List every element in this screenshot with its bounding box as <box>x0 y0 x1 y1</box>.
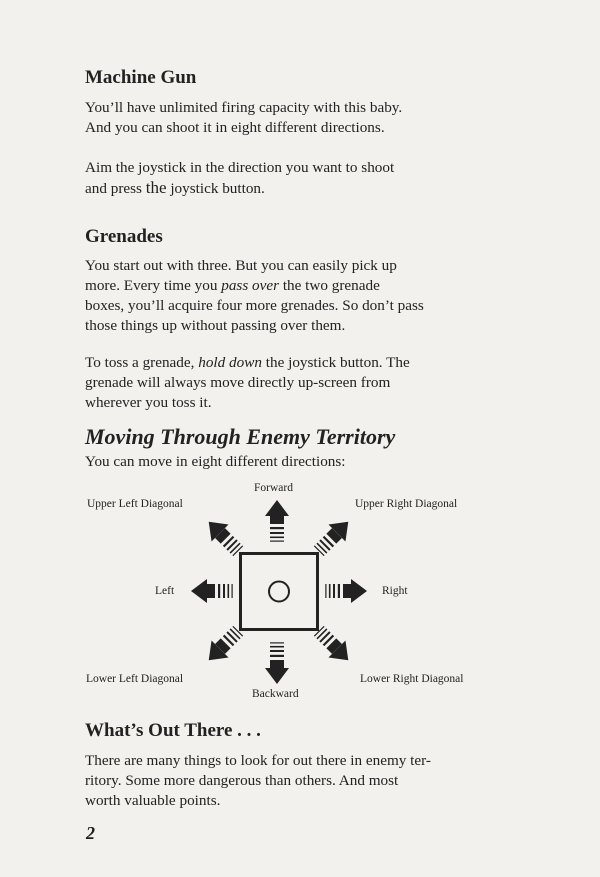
backward-label: Backward <box>252 688 299 700</box>
text-fragment: more. Every time you <box>85 277 222 294</box>
text-line: worth valuable points. <box>85 792 221 809</box>
upper-right-label: Upper Right Diagonal <box>355 498 458 510</box>
text-line: You start out with three. But you can ea… <box>85 257 397 274</box>
text-fragment: To toss a grenade, <box>85 354 199 371</box>
text-line: wherever you toss it. <box>85 394 212 411</box>
moving-heading: Moving Through Enemy Territory <box>85 424 396 449</box>
moving-intro: You can move in eight different directio… <box>85 453 346 470</box>
right-label: Right <box>382 585 408 597</box>
text-fragment: and press <box>85 180 146 197</box>
text-line: And you can shoot it in eight different … <box>85 119 385 136</box>
grenades-paragraph-1: You start out with three. But you can ea… <box>85 256 424 336</box>
text-line: ritory. Some more dangerous than others.… <box>85 772 399 789</box>
emphasis-text: pass over <box>221 277 280 294</box>
text-fragment: the joystick button. The <box>261 354 410 371</box>
forward-arrow-icon <box>265 500 289 542</box>
upper-left-label: Upper Left Diagonal <box>87 498 183 510</box>
text-line: and press the joystick button. <box>85 178 394 199</box>
machine-gun-heading: Machine Gun <box>85 67 197 88</box>
lower-left-label: Lower Left Diagonal <box>86 673 184 685</box>
page-number: 2 <box>86 823 95 843</box>
text-fragment: the two grenade <box>279 277 380 294</box>
text-fragment: the <box>145 178 167 197</box>
left-label: Left <box>155 585 175 597</box>
machine-gun-paragraph-2: Aim the joystick in the direction you wa… <box>85 158 394 199</box>
text-fragment: joystick button. <box>166 180 265 197</box>
left-arrow-icon <box>191 579 233 603</box>
text-line: Aim the joystick in the direction you wa… <box>85 159 395 176</box>
direction-diagram-graphic <box>191 500 367 684</box>
direction-diagram: Forward Upper Left Diagonal Upper Right … <box>0 470 600 710</box>
grenades-heading: Grenades <box>85 226 163 247</box>
text-line: those things up without passing over the… <box>85 317 346 334</box>
text-line: To toss a grenade, hold down the joystic… <box>85 353 410 373</box>
backward-arrow-icon <box>265 642 289 684</box>
center-square <box>239 552 319 631</box>
center-circle-icon <box>268 580 290 603</box>
whats-out-there-paragraph: There are many things to look for out th… <box>85 751 431 811</box>
machine-gun-paragraph-1: You’ll have unlimited firing capacity wi… <box>85 98 402 138</box>
text-line: boxes, you’ll acquire four more grenades… <box>85 297 424 314</box>
whats-out-there-heading: What’s Out There . . . <box>85 720 261 741</box>
text-line: more. Every time you pass over the two g… <box>85 276 424 296</box>
grenades-paragraph-2: To toss a grenade, hold down the joystic… <box>85 353 410 413</box>
text-line: grenade will always move directly up-scr… <box>85 374 391 391</box>
text-line: There are many things to look for out th… <box>85 752 431 769</box>
forward-label: Forward <box>254 482 293 494</box>
emphasis-text: hold down <box>198 354 262 371</box>
text-line: You’ll have unlimited firing capacity wi… <box>85 99 403 116</box>
lower-right-label: Lower Right Diagonal <box>360 673 464 685</box>
right-arrow-icon <box>325 579 367 603</box>
